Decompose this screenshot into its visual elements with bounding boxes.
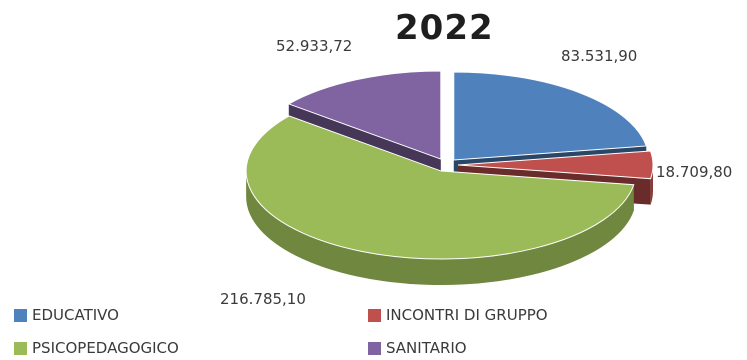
legend-label-sanitario: SANITARIO	[386, 339, 467, 357]
pie-slice-side-incontri-di-gruppo	[650, 164, 653, 205]
pie-slice-top-incontri-di-gruppo	[457, 150, 654, 180]
legend-label-incontri-di-gruppo: INCONTRI DI GRUPPO	[386, 306, 548, 324]
legend-swatch-educativo	[14, 308, 27, 322]
legend-item-psicopedagogico: PSICOPEDAGOGICO	[14, 339, 179, 357]
legend-swatch-incontri-di-gruppo	[368, 308, 381, 322]
legend-item-incontri-di-gruppo: INCONTRI DI GRUPPO	[368, 306, 548, 324]
pie-slice-top-educativo	[453, 71, 647, 161]
data-label-educativo: 83.531,90	[561, 47, 638, 65]
pie-slice-top-psicopedagogico	[245, 115, 635, 260]
legend-swatch-psicopedagogico	[14, 341, 27, 355]
data-label-incontri-di-gruppo: 18.709,80	[656, 163, 733, 181]
pie-slice-psicopedagogico	[245, 115, 635, 286]
legend-item-sanitario: SANITARIO	[368, 339, 467, 357]
data-label-psicopedagogico: 216.785,10	[220, 290, 306, 308]
legend-item-educativo: EDUCATIVO	[14, 306, 119, 324]
pie-slice-side-psicopedagogico	[246, 171, 634, 286]
chart-legend: EDUCATIVO INCONTRI DI GRUPPO PSICOPEDAGO…	[14, 306, 734, 360]
data-label-sanitario: 52.933,72	[276, 37, 353, 55]
legend-label-psicopedagogico: PSICOPEDAGOGICO	[32, 339, 179, 357]
chart-title: 2022	[395, 8, 494, 48]
legend-label-educativo: EDUCATIVO	[32, 306, 119, 324]
legend-swatch-sanitario	[368, 341, 381, 355]
pie-slice-top-sanitario	[287, 70, 442, 160]
